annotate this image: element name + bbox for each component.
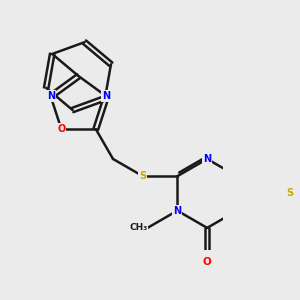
Text: S: S (286, 188, 294, 198)
Text: N: N (46, 92, 55, 101)
Text: N: N (173, 206, 181, 216)
Text: O: O (203, 257, 212, 267)
Text: S: S (139, 171, 146, 181)
Text: N: N (203, 154, 211, 164)
Text: O: O (57, 124, 65, 134)
Text: CH₃: CH₃ (129, 224, 148, 232)
Text: N: N (102, 92, 110, 101)
